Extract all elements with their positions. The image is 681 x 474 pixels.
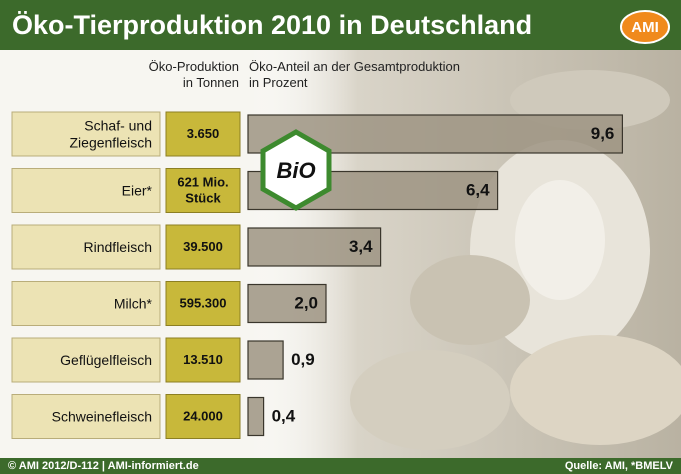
value-label: 3,4 — [349, 237, 373, 256]
production-value: 24.000 — [183, 409, 223, 424]
infographic: Öko-Tierproduktion 2010 in Deutschland A… — [0, 0, 681, 474]
category-label: Rindfleisch — [84, 239, 152, 255]
category-label: Milch* — [114, 295, 153, 311]
bar — [248, 341, 283, 379]
value-label: 9,6 — [591, 124, 615, 143]
bar — [248, 398, 264, 436]
category-label: Eier* — [122, 182, 153, 198]
production-value: 13.510 — [183, 352, 223, 367]
value-label: 6,4 — [466, 181, 490, 200]
production-value: 3.650 — [187, 126, 220, 141]
production-value: 39.500 — [183, 239, 223, 254]
value-label: 0,9 — [291, 350, 315, 369]
footer-right: Quelle: AMI, *BMELV — [565, 460, 674, 472]
bio-logo-text: BiO — [276, 158, 315, 183]
value-label: 0,4 — [272, 407, 296, 426]
category-label: Schweinefleisch — [52, 408, 152, 424]
footer-left: © AMI 2012/D-112 | AMI-informiert.de — [8, 460, 199, 472]
ami-logo-text: AMI — [631, 19, 659, 36]
value-label: 2,0 — [294, 294, 318, 313]
chart-title: Öko-Tierproduktion 2010 in Deutschland — [12, 10, 532, 40]
bio-logo: BiO — [263, 132, 329, 208]
category-label: Geflügelfleisch — [60, 352, 152, 368]
production-value: 595.300 — [180, 296, 227, 311]
